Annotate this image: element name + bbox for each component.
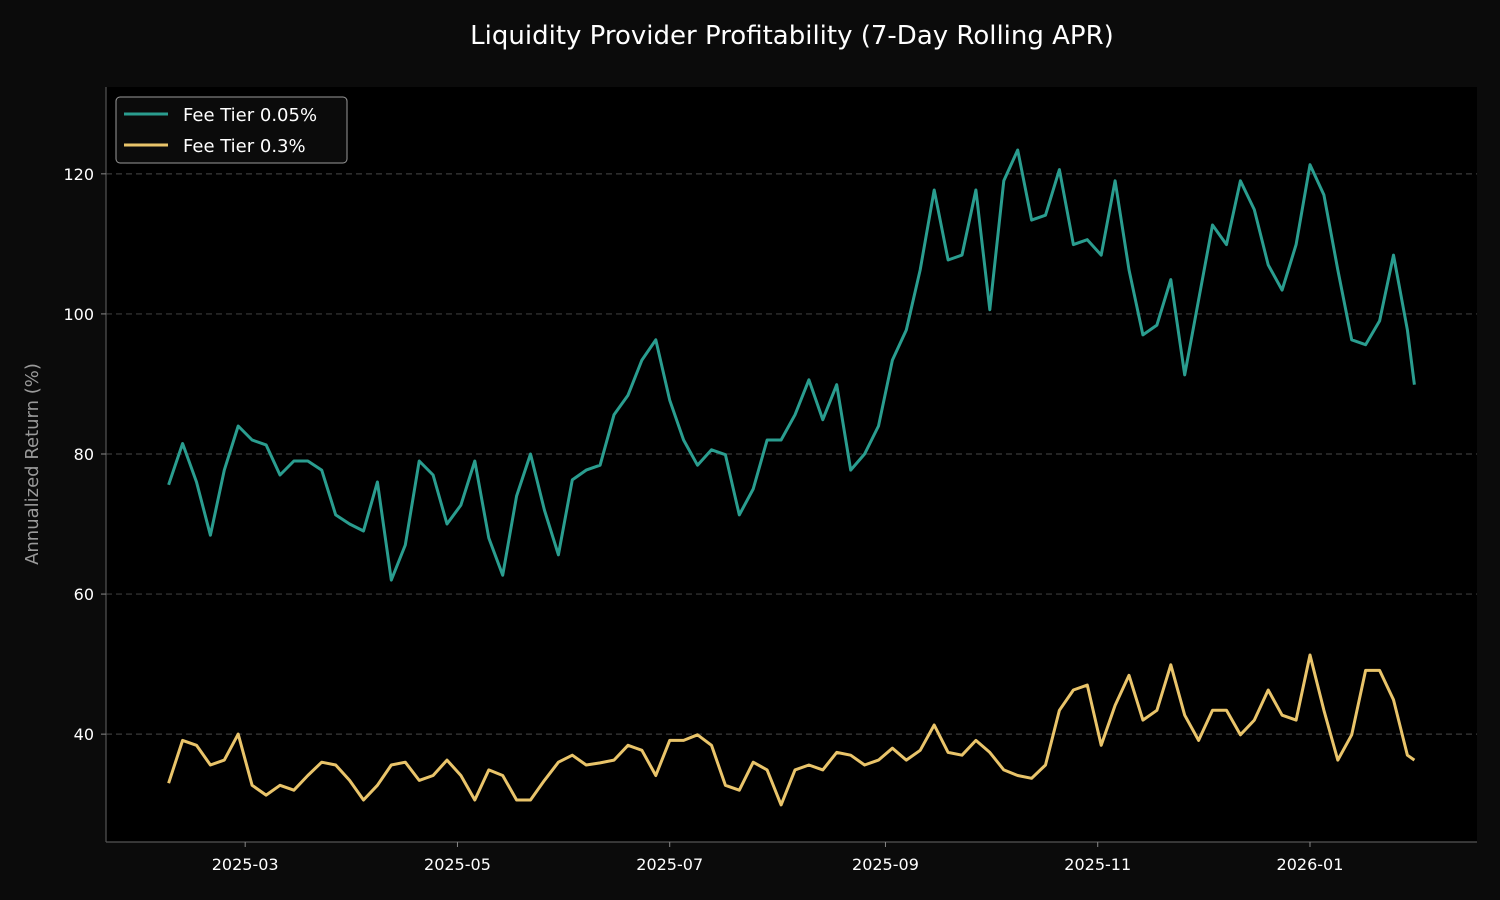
x-tick-label: 2025-07 xyxy=(636,855,703,874)
plot-area xyxy=(106,87,1477,842)
legend-label-fee-tier-03: Fee Tier 0.3% xyxy=(183,136,306,157)
y-tick-label: 60 xyxy=(74,585,94,604)
y-tick-label: 100 xyxy=(63,305,94,324)
y-axis-label: Annualized Return (%) xyxy=(22,363,43,565)
y-ticks: 40 60 80 100 120 xyxy=(63,165,106,744)
x-ticks: 2025-03 2025-05 2025-07 2025-09 2025-11 2026-… xyxy=(212,842,1344,874)
series-line-1 xyxy=(167,653,1416,807)
y-tick-label: 120 xyxy=(63,165,94,184)
y-tick-label: 40 xyxy=(74,725,94,744)
x-tick-label: 2025-09 xyxy=(852,855,919,874)
chart-title: Liquidity Provider Profitability (7-Day … xyxy=(470,21,1114,51)
x-tick-label: 2025-05 xyxy=(424,855,491,874)
legend-label-fee-tier-005: Fee Tier 0.05% xyxy=(183,105,317,126)
legend: Fee Tier 0.05% Fee Tier 0.3% xyxy=(115,96,348,164)
grid xyxy=(106,173,1477,735)
series-lines xyxy=(167,148,1416,807)
series-line-0 xyxy=(167,148,1416,582)
x-tick-label: 2025-11 xyxy=(1064,855,1131,874)
x-tick-label: 2025-03 xyxy=(212,855,279,874)
y-tick-label: 80 xyxy=(74,445,94,464)
legend-box xyxy=(115,96,348,164)
x-tick-label: 2026-01 xyxy=(1277,855,1344,874)
